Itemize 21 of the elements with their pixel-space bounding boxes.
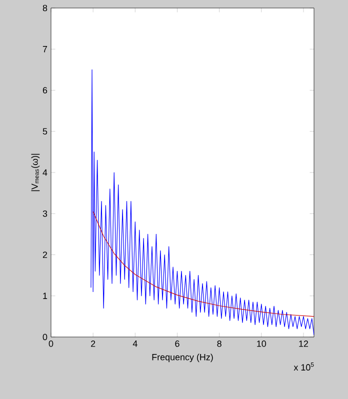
- line-series: [92, 211, 314, 317]
- y-tick-label: 0: [42, 334, 48, 340]
- y-tick-label: 6: [42, 87, 48, 94]
- x-tick-label: 6: [175, 340, 180, 347]
- text: x 10$^{5}$: [294, 362, 314, 371]
- y-tick-label: 1: [43, 292, 48, 299]
- y-tick-label: 2: [42, 252, 48, 258]
- x-tick-label: 0: [48, 340, 54, 347]
- y-tick-label: 7: [42, 46, 48, 52]
- y-axis-title: |V$_{meas}$(ω)|: [31, 154, 40, 192]
- x-tick-label: 8: [217, 340, 222, 347]
- x-tick-label: 4: [132, 340, 138, 347]
- x-tick-label: 10: [257, 340, 266, 347]
- x-axis-title: Frequency (Hz): [152, 354, 213, 362]
- y-tick-label: 5: [42, 128, 48, 135]
- x-tick-label: 12: [299, 340, 308, 347]
- y-tick-label: 4: [42, 169, 48, 176]
- line-series: [90, 69, 314, 336]
- x-tick-label: 2: [91, 340, 96, 347]
- y-tick-label: 3: [42, 210, 48, 217]
- y-tick-label: 8: [42, 4, 48, 12]
